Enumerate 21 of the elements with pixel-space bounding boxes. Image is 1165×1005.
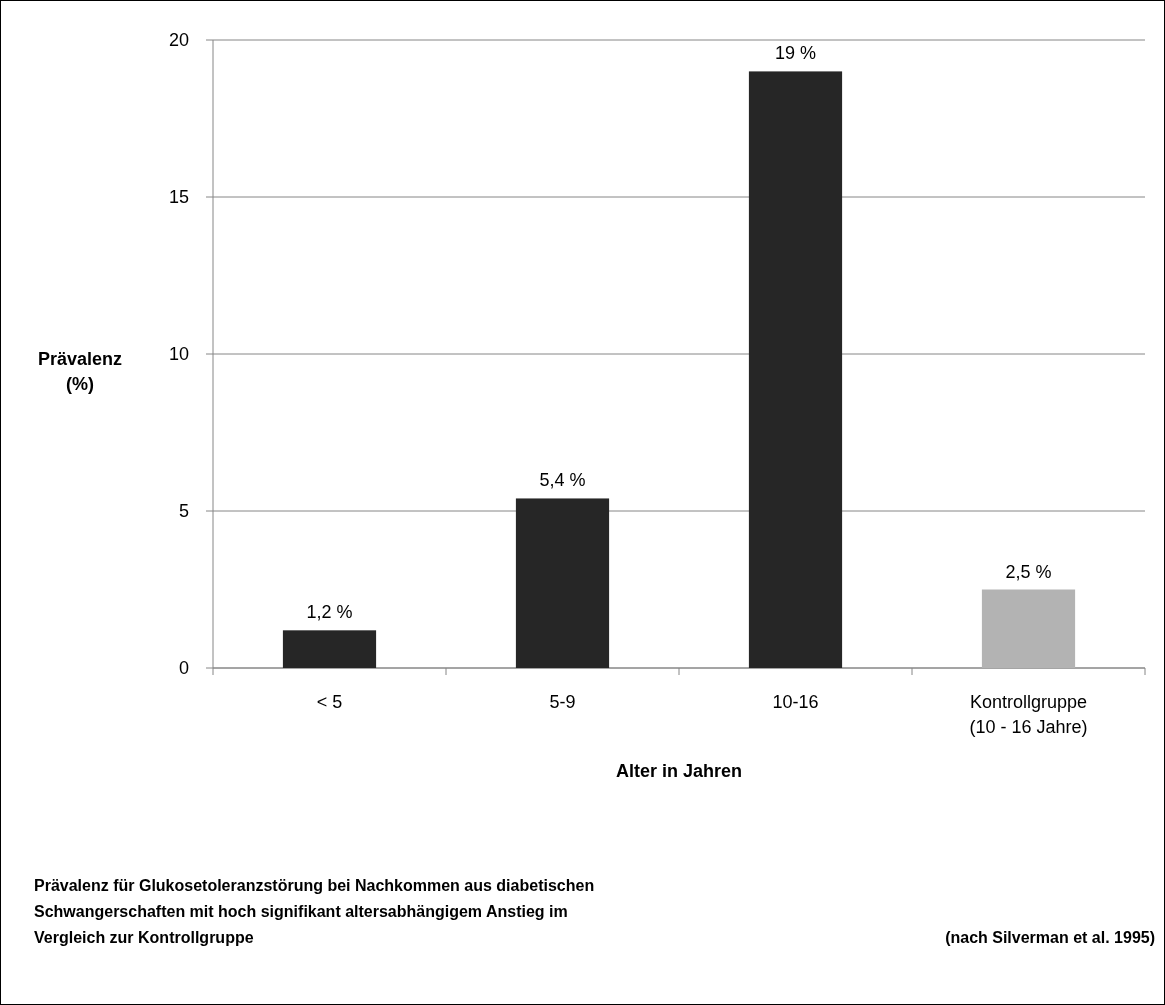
y-tick-label: 15: [168, 187, 189, 208]
x-tick-label: Kontrollgruppe (10 - 16 Jahre): [969, 692, 1088, 737]
data-label: 2,5 %: [1005, 561, 1052, 582]
y-tick-label: 10: [168, 344, 189, 365]
y-tick-label: 0: [178, 658, 189, 679]
y-tick-label: 20: [168, 30, 189, 51]
x-tick-label: 10-16: [772, 692, 819, 712]
y-tick-label: 5: [178, 501, 189, 522]
data-label: 1,2 %: [306, 602, 353, 623]
bar: [748, 71, 843, 668]
bar: [981, 589, 1076, 668]
bar: [282, 630, 377, 668]
text: Prävalenz für Glukosetoleranzstörung bei Nachkommen aus diabetischen Schwangerschaften mit hoch signifikant altersabhängigem Anstieg im Vergleich zur Kontrollgruppe: [34, 877, 595, 946]
text: (nach Silverman et al. 1995): [945, 929, 1155, 946]
y-axis-title: Prävalenz (%): [37, 349, 123, 394]
bar: [515, 498, 610, 668]
data-label: 5,4 %: [539, 470, 586, 491]
x-tick-label: < 5: [316, 692, 343, 712]
data-label: 19 %: [774, 43, 817, 64]
x-tick-label: 5-9: [549, 692, 576, 712]
x-axis-title: Alter in Jahren: [615, 761, 743, 781]
